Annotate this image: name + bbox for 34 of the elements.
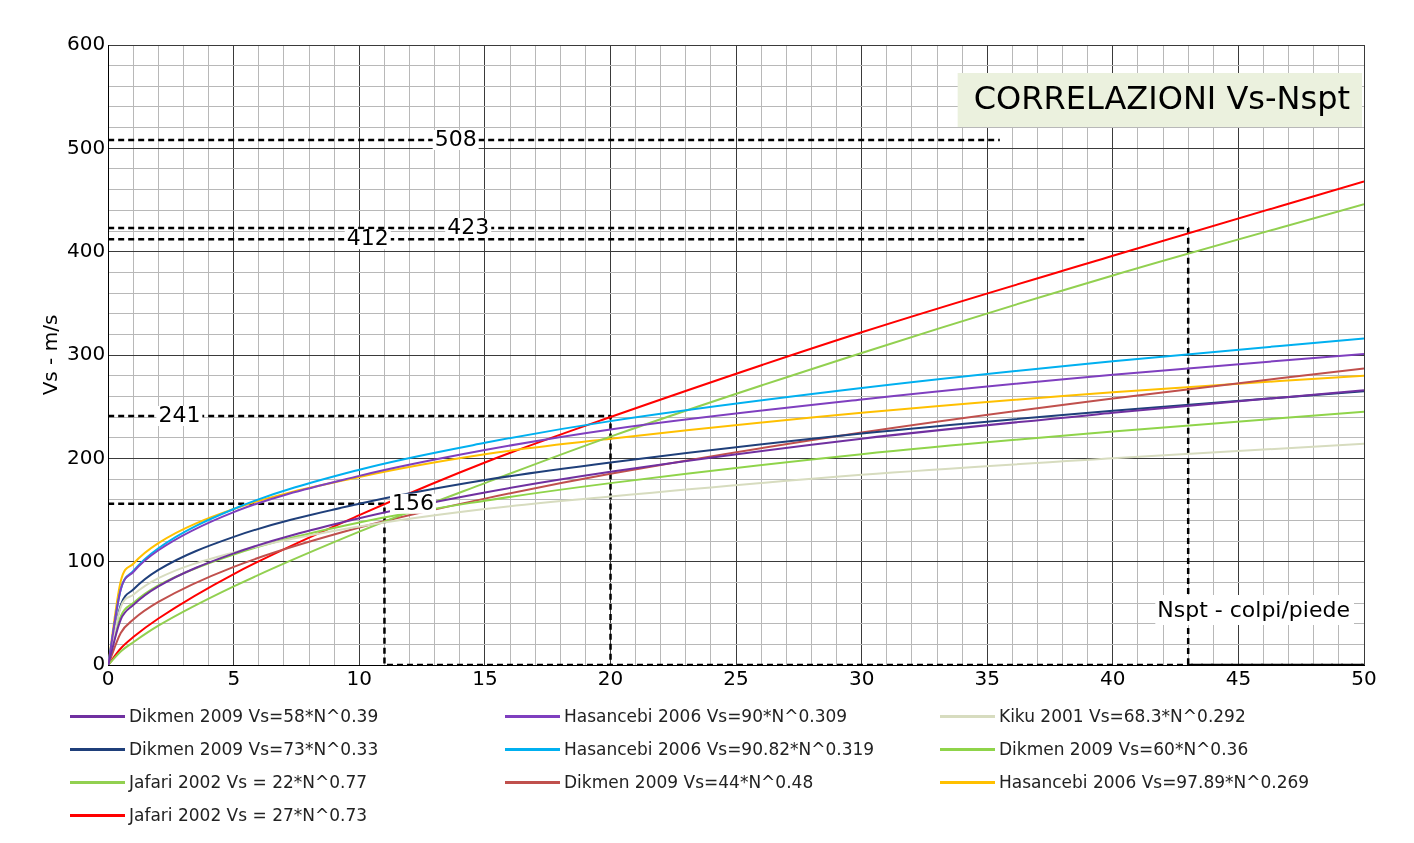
legend-label: Kiku 2001 Vs=68.3*N^0.292 (999, 706, 1246, 726)
legend-label: Hasancebi 2006 Vs=90*N^0.309 (564, 706, 848, 726)
legend-label: Dikmen 2009 Vs=58*N^0.39 (129, 706, 379, 726)
y-tick-label: 500 (66, 134, 106, 159)
x-axis-title: Nspt - colpi/piede (1157, 596, 1350, 622)
legend-label: Dikmen 2009 Vs=73*N^0.33 (129, 739, 379, 759)
x-tick-label: 40 (1100, 666, 1126, 691)
y-tick-label: 100 (66, 547, 106, 572)
x-tick-label: 35 (974, 666, 1000, 691)
annotation: 508 (434, 125, 477, 151)
annotation: 156 (391, 489, 434, 515)
text: CORRELAZIONI Vs-Nspt (973, 79, 1350, 118)
y-tick-label: 200 (66, 444, 106, 469)
x-tick-label: 15 (472, 666, 498, 691)
annotation: 423 (447, 213, 490, 239)
annotation: 412 (346, 224, 389, 250)
x-tick-label: 30 (848, 666, 875, 691)
annotation: 241 (158, 401, 201, 427)
y-tick-label: 300 (66, 341, 106, 366)
y-axis-title: Vs - m/s (38, 314, 63, 396)
x-tick-label: 10 (346, 666, 373, 691)
x-tick-label: 45 (1225, 666, 1252, 691)
legend-label: Dikmen 2009 Vs=44*N^0.48 (564, 772, 814, 792)
x-tick-label: 20 (597, 666, 624, 691)
x-tick-label: 50 (1351, 666, 1377, 691)
y-tick-label: 400 (66, 237, 106, 262)
legend-label: Hasancebi 2006 Vs=97.89*N^0.269 (999, 772, 1310, 792)
y-tick-label: 600 (66, 31, 106, 56)
x-tick-label: 5 (227, 666, 241, 691)
legend-label: Jafari 2002 Vs = 27*N^0.73 (129, 805, 368, 825)
legend-label: Jafari 2002 Vs = 22*N^0.77 (129, 772, 368, 792)
legend-label: Dikmen 2009 Vs=60*N^0.36 (999, 739, 1249, 759)
x-tick-label: 25 (723, 666, 749, 691)
legend-label: Hasancebi 2006 Vs=90.82*N^0.319 (564, 739, 875, 759)
